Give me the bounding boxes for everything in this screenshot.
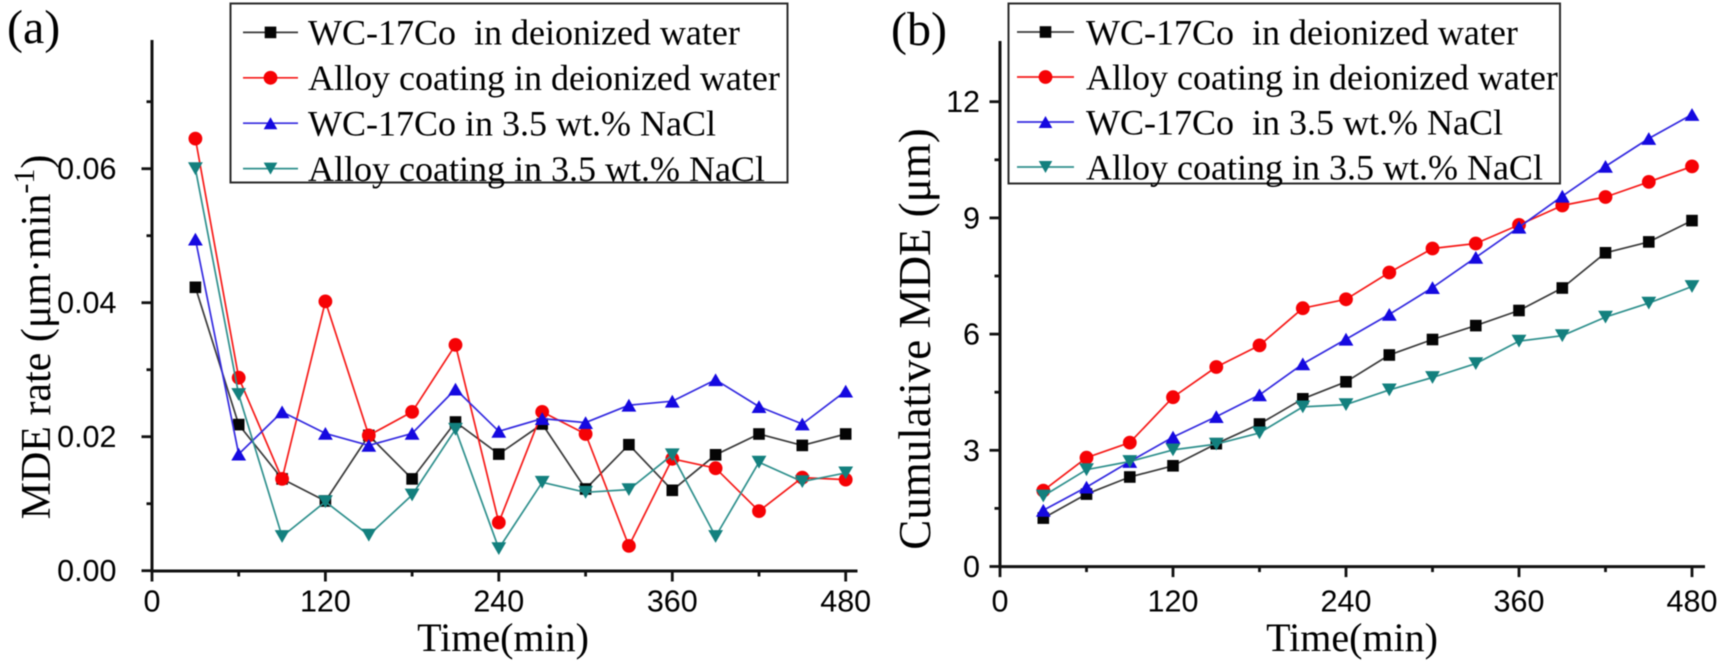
svg-text:480: 480 [820, 585, 871, 619]
svg-text:(a): (a) [7, 1, 60, 54]
svg-text:Alloy coating in 3.5 wt.% NaCl: Alloy coating in 3.5 wt.% NaCl [1086, 147, 1543, 187]
svg-text:9: 9 [963, 201, 980, 235]
svg-text:Cumulative MDE (μm): Cumulative MDE (μm) [890, 128, 940, 550]
svg-text:120: 120 [300, 585, 351, 619]
svg-text:3: 3 [963, 434, 980, 468]
svg-text:240: 240 [1321, 585, 1372, 619]
svg-text:MDE rate (μm·min-1): MDE rate (μm·min-1) [8, 155, 60, 520]
svg-text:Time(min): Time(min) [417, 615, 589, 660]
svg-text:WC-17Co in deionized water: WC-17Co in deionized water [1086, 12, 1518, 52]
svg-text:360: 360 [1494, 585, 1545, 619]
svg-text:(b): (b) [891, 3, 947, 56]
svg-text:0.02: 0.02 [57, 420, 116, 454]
svg-text:0.06: 0.06 [57, 152, 116, 186]
svg-text:Time(min): Time(min) [1266, 615, 1438, 660]
svg-text:360: 360 [647, 585, 698, 619]
svg-text:WC-17Co in deionized water: WC-17Co in deionized water [308, 13, 740, 53]
svg-text:480: 480 [1667, 585, 1718, 619]
svg-text:WC-17Co in 3.5 wt.% NaCl: WC-17Co in 3.5 wt.% NaCl [308, 104, 716, 144]
svg-text:Alloy coating in deionized wat: Alloy coating in deionized water [1086, 57, 1558, 97]
svg-text:WC-17Co in 3.5 wt.% NaCl: WC-17Co in 3.5 wt.% NaCl [1086, 102, 1503, 142]
svg-text:Alloy coating in 3.5 wt.% NaCl: Alloy coating in 3.5 wt.% NaCl [308, 149, 765, 189]
svg-text:6: 6 [963, 318, 980, 352]
svg-text:0: 0 [992, 585, 1009, 619]
svg-text:12: 12 [946, 85, 980, 119]
svg-text:0.04: 0.04 [57, 286, 116, 320]
svg-text:0.00: 0.00 [57, 554, 116, 588]
svg-text:Alloy coating in deionized wat: Alloy coating in deionized water [308, 58, 780, 98]
svg-text:0: 0 [963, 550, 980, 584]
svg-text:240: 240 [473, 585, 524, 619]
svg-text:120: 120 [1148, 585, 1199, 619]
svg-text:0: 0 [144, 585, 161, 619]
